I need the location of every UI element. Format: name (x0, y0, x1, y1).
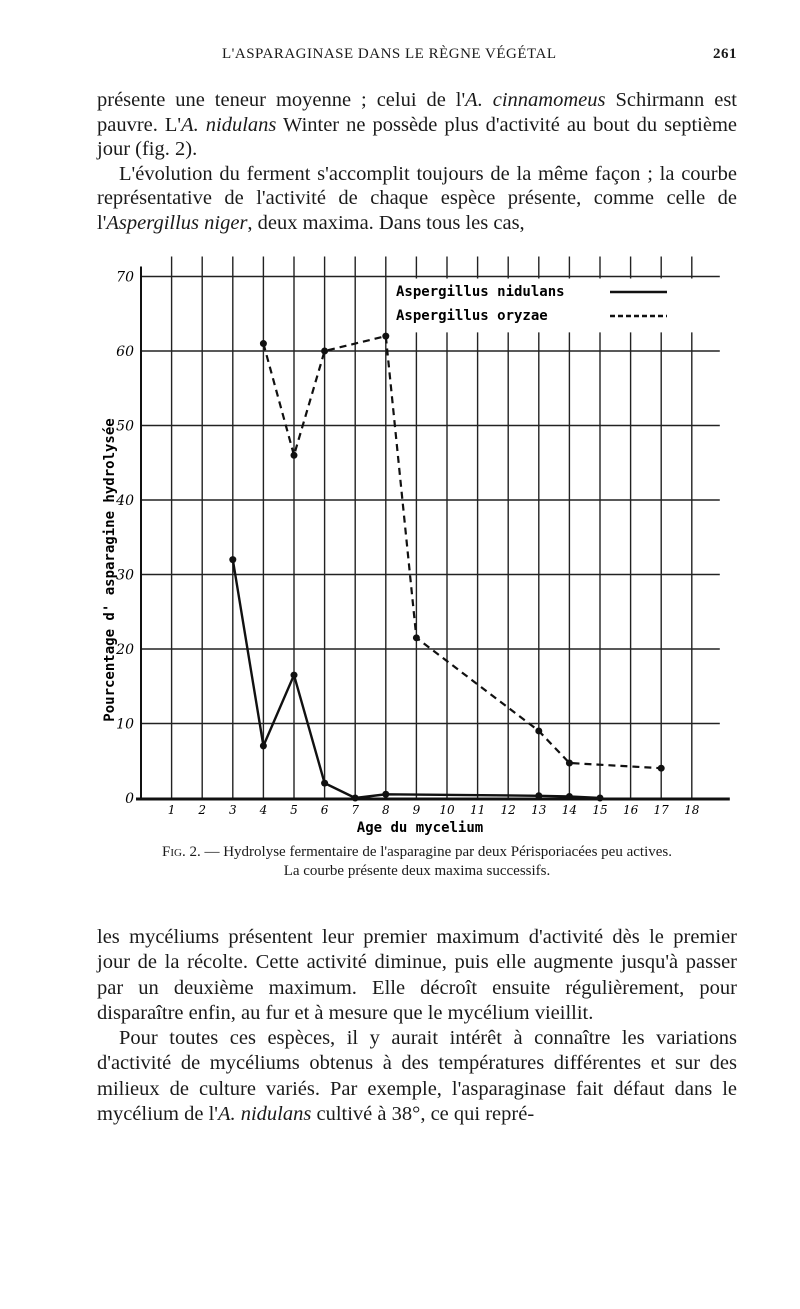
y-tick-label: 10 (116, 717, 134, 733)
x-tick-label: 7 (351, 803, 359, 817)
data-point (321, 779, 329, 787)
y-tick-label: 70 (116, 270, 134, 286)
data-point (290, 671, 298, 679)
x-tick-label: 15 (592, 803, 607, 817)
top-text: présente une teneur moyenne ; celui de l… (97, 88, 737, 236)
x-tick-label: 4 (259, 803, 268, 817)
paragraph: les mycéliums présentent leur premier ma… (97, 925, 737, 1026)
data-point (382, 790, 390, 798)
legend-label: Aspergillus nidulans (396, 284, 565, 300)
x-tick-label: 13 (531, 803, 547, 817)
figure-2-chart: 1 2 3 4 5 6 7 8 9 10 11 12 13 14 15 16 17 180102030405060… (102, 256, 730, 836)
paragraph: Pour toutes ces espèces, il y aurait int… (97, 1026, 737, 1127)
paragraph: présente une teneur moyenne ; celui de l… (97, 88, 737, 162)
running-title: L'ASPARAGINASE DANS LE RÈGNE VÉGÉTAL (222, 46, 557, 62)
text-run: Winter ne possède plus d'activité au bou… (97, 113, 737, 161)
figure-caption: Fig. 2. — Hydrolyse fermentaire de l'asp… (97, 843, 737, 881)
data-point (290, 451, 298, 459)
y-tick-label: 0 (125, 791, 134, 807)
x-tick-label: 8 (382, 803, 390, 817)
italic-text: A. nidulans (181, 113, 277, 136)
x-tick-label: 5 (290, 803, 298, 817)
x-tick-label: 11 (470, 803, 485, 817)
data-point (657, 764, 665, 772)
y-axis-label: Pourcentage d' asparagine hydrolysée (102, 418, 118, 721)
x-tick-label: 16 (623, 803, 639, 817)
series-line-oryzae (262, 334, 662, 770)
figure-label: Fig. 2. (162, 844, 201, 860)
y-tick-label: 40 (115, 493, 134, 509)
italic-text: A. cinnamomeus (465, 89, 606, 111)
data-point (229, 556, 237, 564)
text-run: les mycéliums présentent leur premier ma… (97, 926, 737, 1024)
y-tick-label: 60 (116, 344, 134, 360)
data-point (351, 794, 359, 802)
data-point (565, 793, 573, 801)
bottom-text: les mycéliums présentent leur premier ma… (97, 925, 737, 1127)
data-point (259, 742, 267, 750)
caption-text: — Hydrolyse fermentaire de l'asparagine … (200, 844, 672, 860)
y-tick-label: 30 (116, 568, 134, 584)
x-tick-label: 10 (439, 803, 455, 817)
paragraph: L'évolution du ferment s'accomplit toujo… (97, 162, 737, 236)
x-tick-label: 18 (684, 803, 700, 817)
text-run: L'évolution du ferment s'accomplit toujo… (97, 162, 737, 234)
page-number: 261 (713, 46, 737, 62)
text-run: Schirmann est pauvre. L' (97, 89, 737, 136)
x-tick-label: 6 (321, 803, 329, 817)
text-run: , deux maxima. Dans tous les cas, (247, 211, 525, 234)
x-tick-label: 2 (197, 803, 206, 817)
data-point (321, 347, 329, 355)
text-run: Pour toutes ces espèces, il y aurait int… (97, 1027, 737, 1126)
data-point (535, 727, 543, 735)
legend-label: Aspergillus oryzae (396, 308, 548, 324)
data-point (382, 332, 390, 340)
data-point (535, 792, 543, 800)
italic-text: Aspergillus niger (106, 211, 248, 234)
y-tick-label: 20 (115, 642, 134, 658)
x-axis-label: Age du mycelium (357, 820, 483, 836)
y-tick-label: 50 (116, 419, 134, 435)
running-head: L'ASPARAGINASE DANS LE RÈGNE VÉGÉTAL 261 (97, 46, 737, 70)
data-point (565, 759, 573, 767)
italic-text: A. nidulans (217, 1103, 312, 1126)
x-tick-label: 14 (562, 803, 577, 817)
text-run: présente une teneur moyenne ; celui de l… (97, 89, 466, 111)
caption-line-2: La courbe présente deux maxima successif… (283, 863, 551, 879)
x-tick-label: 1 (168, 803, 176, 817)
data-point (259, 340, 267, 348)
data-point (596, 794, 604, 802)
x-tick-label: 9 (413, 803, 421, 817)
text-run: cultivé à 38°, ce qui repré- (311, 1103, 535, 1126)
data-point (412, 634, 420, 642)
x-tick-label: 3 (229, 803, 237, 817)
x-tick-label: 12 (501, 803, 516, 817)
x-tick-label: 17 (654, 803, 670, 817)
